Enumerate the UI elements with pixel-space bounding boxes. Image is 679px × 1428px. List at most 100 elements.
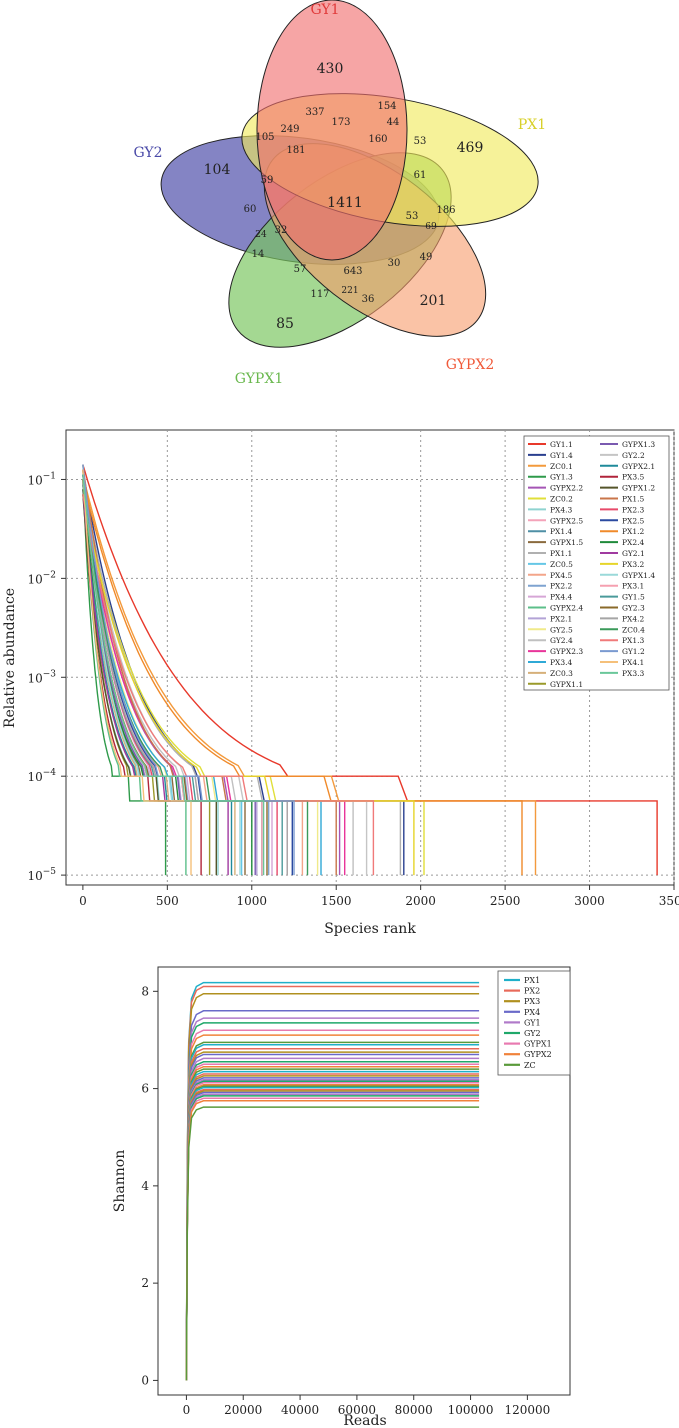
rank-legend-label: PX2.4 — [622, 538, 645, 547]
shannon-x-tick-label: 120000 — [504, 1403, 550, 1417]
rank-legend-label: GYPX2.1 — [622, 462, 655, 471]
rank-y-tick-label: 10−3 — [27, 669, 56, 685]
rank-legend-label: ZC0.4 — [622, 625, 645, 634]
rank-x-tick-label: 1500 — [321, 894, 352, 908]
rank-legend-label: PX1.4 — [550, 527, 573, 536]
rank-series-line — [82, 474, 265, 876]
count-region: 49 — [420, 252, 433, 263]
count-gypx2-only: 201 — [420, 293, 447, 309]
rank-legend-label: PX2.3 — [622, 505, 645, 514]
count-region: 32 — [275, 225, 288, 236]
shannon-x-tick-label: 100000 — [448, 1403, 494, 1417]
rank-legend-label: GY2.2 — [622, 451, 645, 460]
set-label-gypx1: GYPX1 — [235, 371, 283, 387]
shannon-legend-label: GY2 — [524, 1029, 541, 1038]
rank-legend-label: GYPX2.4 — [550, 604, 583, 613]
shannon-legend-label: PX4 — [524, 1008, 540, 1017]
count-px1-only: 469 — [457, 140, 484, 156]
rank-legend-label: PX2.5 — [622, 516, 645, 525]
count-region: 59 — [261, 175, 274, 186]
count-region: 53 — [414, 136, 427, 147]
count-region: 181 — [286, 145, 305, 156]
rank-legend-label: ZC0.5 — [550, 560, 573, 569]
shannon-legend-label: GY1 — [524, 1018, 541, 1027]
count-gypx1-only: 85 — [276, 316, 294, 332]
rank-abundance-chart: 0 500 1000 1500 2000 2500 3000 3500 10−1 10−2 10−3… — [0, 420, 679, 940]
count-region: 173 — [331, 117, 350, 128]
rank-legend-label: GYPX1.1 — [550, 680, 583, 689]
venn-ellipse-gy1 — [256, 0, 408, 261]
rank-series-line — [82, 479, 523, 876]
rank-y-axis-label: Relative abundance — [2, 588, 18, 728]
rank-legend-label: GYPX2.3 — [550, 647, 583, 656]
rank-legend-label: GY1.3 — [550, 473, 573, 482]
rank-legend-label: GYPX2.5 — [550, 516, 583, 525]
count-region: 221 — [341, 286, 358, 296]
count-region: 61 — [414, 170, 427, 181]
rank-legend-label: GY1.5 — [622, 593, 645, 602]
rank-y-tick-label: 10−4 — [27, 768, 56, 784]
rank-legend-label: PX1.3 — [622, 636, 645, 645]
rank-legend-label: PX4.4 — [550, 593, 573, 602]
rank-legend-label: GY1.2 — [622, 647, 645, 656]
rank-x-tick-label: 2000 — [405, 894, 436, 908]
rank-series-line — [82, 494, 375, 876]
shannon-svg: 0 20000 40000 60000 80000 100000 120000 0 2 4 6 8 P… — [112, 966, 571, 1428]
shannon-x-tick-label: 80000 — [395, 1403, 433, 1417]
count-region: 186 — [436, 205, 455, 216]
set-label-px1: PX1 — [518, 117, 546, 133]
rank-legend-label: GYPX1.2 — [622, 484, 655, 493]
rank-legend-label: ZC0.1 — [550, 462, 573, 471]
count-gy1-only: 430 — [317, 61, 344, 77]
count-region: 643 — [343, 266, 362, 277]
rank-x-tick-label: 0 — [79, 894, 87, 908]
rank-legend-label: GY1.1 — [550, 440, 573, 449]
rank-legend-label: PX3.2 — [622, 560, 645, 569]
rank-x-tick-label: 500 — [156, 894, 179, 908]
rank-legend-label: GY1.4 — [550, 451, 573, 460]
count-region: 36 — [362, 294, 375, 305]
set-label-gypx2: GYPX2 — [446, 357, 494, 373]
rank-legend-label: PX1.5 — [622, 495, 645, 504]
count-region: 249 — [280, 124, 299, 135]
shannon-y-axis-label: Shannon — [112, 1150, 128, 1212]
rank-abundance-svg: 0 500 1000 1500 2000 2500 3000 3500 10−1 10−2 10−3… — [2, 429, 679, 937]
shannon-y-tick-label: 0 — [141, 1373, 149, 1387]
rank-legend-label: GY2.1 — [622, 549, 645, 558]
count-region: 14 — [252, 249, 265, 260]
rank-legend-label: GYPX2.2 — [550, 484, 583, 493]
count-region: 44 — [387, 117, 400, 128]
shannon-x-tick-label: 0 — [183, 1403, 191, 1417]
count-region: 57 — [294, 264, 307, 275]
venn-diagram: GY1 PX1 GYPX2 GYPX1 GY2 430 469 201 85 1… — [0, 0, 679, 395]
shannon-rarefaction-chart: 0 20000 40000 60000 80000 100000 120000 0 2 4 6 8 P… — [0, 955, 679, 1428]
rank-series-line — [82, 469, 192, 876]
count-region: 154 — [377, 101, 396, 112]
rank-x-axis-label: Species rank — [324, 921, 416, 937]
shannon-x-tick-label: 20000 — [224, 1403, 262, 1417]
rank-x-tick-label: 1000 — [237, 894, 268, 908]
count-region: 60 — [244, 204, 257, 215]
count-region: 117 — [310, 289, 329, 300]
count-region: 160 — [368, 134, 387, 145]
shannon-legend-label: PX3 — [524, 997, 540, 1006]
shannon-series-line — [185, 1106, 480, 1381]
rank-legend-label: PX2.1 — [550, 614, 572, 623]
venn-svg: GY1 PX1 GYPX2 GYPX1 GY2 430 469 201 85 1… — [133, 0, 546, 387]
shannon-legend-label: GYPX1 — [524, 1040, 552, 1049]
shannon-y-tick-label: 2 — [141, 1276, 149, 1290]
rank-y-tick-label: 10−2 — [27, 570, 56, 586]
set-label-gy2: GY2 — [133, 145, 162, 161]
rank-legend-label: ZC0.2 — [550, 495, 573, 504]
rank-legend-label: PX4.3 — [550, 505, 573, 514]
rank-legend-label: PX2.2 — [550, 582, 573, 591]
shannon-y-tick-label: 6 — [141, 1082, 149, 1096]
rank-x-tick-label: 3000 — [574, 894, 605, 908]
rank-x-tick-label: 2500 — [490, 894, 521, 908]
shannon-legend-label: PX1 — [524, 976, 540, 985]
rank-legend-label: GY2.3 — [622, 604, 645, 613]
count-region: 30 — [388, 258, 401, 269]
shannon-legend-label: GYPX2 — [524, 1050, 552, 1059]
rank-legend-label: ZC0.3 — [550, 669, 573, 678]
count-gy2-only: 104 — [204, 162, 231, 178]
